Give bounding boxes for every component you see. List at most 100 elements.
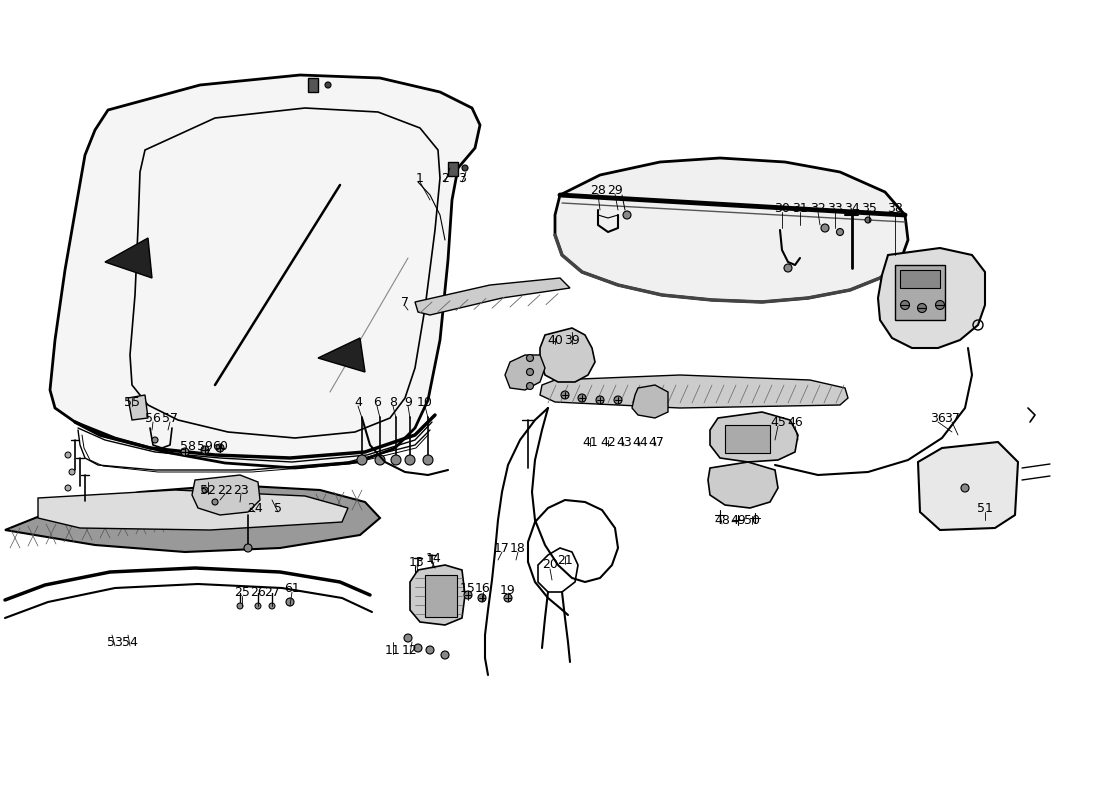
- Text: 36: 36: [931, 411, 946, 425]
- Polygon shape: [540, 375, 848, 408]
- Bar: [308, 78, 318, 92]
- Circle shape: [784, 264, 792, 272]
- Text: 55: 55: [124, 395, 140, 409]
- Text: 54: 54: [122, 635, 138, 649]
- Circle shape: [961, 484, 969, 492]
- Text: 4: 4: [354, 395, 362, 409]
- Text: 14: 14: [426, 551, 442, 565]
- Polygon shape: [128, 395, 148, 420]
- Text: 6: 6: [373, 395, 381, 409]
- Circle shape: [821, 224, 829, 232]
- Text: 19: 19: [500, 583, 516, 597]
- Polygon shape: [878, 248, 984, 348]
- Text: 7: 7: [402, 295, 409, 309]
- Text: 26: 26: [250, 586, 266, 598]
- Circle shape: [236, 603, 243, 609]
- Circle shape: [255, 603, 261, 609]
- Text: 3: 3: [458, 171, 466, 185]
- Circle shape: [596, 396, 604, 404]
- Circle shape: [865, 217, 871, 223]
- Circle shape: [270, 603, 275, 609]
- Polygon shape: [505, 355, 544, 390]
- Text: 2: 2: [441, 171, 449, 185]
- Text: 57: 57: [162, 411, 178, 425]
- Text: 43: 43: [616, 435, 631, 449]
- Circle shape: [152, 437, 158, 443]
- Bar: [448, 162, 458, 176]
- Text: 11: 11: [385, 643, 400, 657]
- Circle shape: [623, 211, 631, 219]
- Circle shape: [404, 634, 412, 642]
- Text: 24: 24: [248, 502, 263, 514]
- Circle shape: [441, 651, 449, 659]
- Text: 58: 58: [180, 441, 196, 454]
- Circle shape: [65, 452, 72, 458]
- Polygon shape: [415, 278, 570, 315]
- Circle shape: [836, 229, 844, 235]
- Circle shape: [212, 499, 218, 505]
- Circle shape: [216, 444, 224, 452]
- Text: 21: 21: [557, 554, 573, 566]
- Circle shape: [504, 594, 512, 602]
- Text: 30: 30: [774, 202, 790, 214]
- Text: 31: 31: [792, 202, 807, 214]
- Text: 42: 42: [601, 435, 616, 449]
- Text: 59: 59: [197, 441, 213, 454]
- Circle shape: [462, 165, 468, 171]
- Text: 41: 41: [582, 435, 598, 449]
- Polygon shape: [556, 158, 908, 302]
- Circle shape: [414, 644, 422, 652]
- Circle shape: [527, 369, 534, 375]
- Text: 40: 40: [547, 334, 563, 346]
- Circle shape: [375, 455, 385, 465]
- Circle shape: [464, 591, 472, 599]
- Text: 34: 34: [844, 202, 860, 214]
- Polygon shape: [918, 442, 1018, 530]
- Text: 23: 23: [233, 483, 249, 497]
- Circle shape: [578, 394, 586, 402]
- Circle shape: [69, 469, 75, 475]
- Text: 18: 18: [510, 542, 526, 554]
- Text: 38: 38: [887, 202, 903, 214]
- Circle shape: [65, 485, 72, 491]
- Circle shape: [426, 646, 434, 654]
- Text: 27: 27: [264, 586, 279, 598]
- Polygon shape: [50, 75, 480, 468]
- Circle shape: [614, 396, 622, 404]
- Polygon shape: [318, 338, 365, 372]
- Circle shape: [244, 544, 252, 552]
- Circle shape: [901, 301, 910, 310]
- Text: 61: 61: [284, 582, 300, 594]
- Text: 12: 12: [403, 643, 418, 657]
- Text: 37: 37: [944, 411, 960, 425]
- Circle shape: [561, 391, 569, 399]
- Circle shape: [527, 354, 534, 362]
- Circle shape: [202, 487, 208, 493]
- Polygon shape: [708, 462, 778, 508]
- Circle shape: [935, 301, 945, 310]
- Polygon shape: [6, 485, 379, 552]
- Text: 22: 22: [217, 483, 233, 497]
- Polygon shape: [540, 328, 595, 382]
- Circle shape: [286, 598, 294, 606]
- Text: 10: 10: [417, 395, 433, 409]
- Text: 9: 9: [404, 395, 411, 409]
- Text: 28: 28: [590, 183, 606, 197]
- Text: 29: 29: [607, 183, 623, 197]
- Text: 20: 20: [542, 558, 558, 571]
- Circle shape: [182, 448, 189, 456]
- Text: 52: 52: [200, 483, 216, 497]
- Circle shape: [478, 594, 486, 602]
- Polygon shape: [104, 238, 152, 278]
- Circle shape: [358, 455, 367, 465]
- Circle shape: [324, 82, 331, 88]
- Text: 8: 8: [389, 395, 397, 409]
- Text: 25: 25: [234, 586, 250, 598]
- Circle shape: [405, 455, 415, 465]
- Text: 49: 49: [730, 514, 746, 526]
- Text: 45: 45: [770, 415, 785, 429]
- Text: 50: 50: [744, 514, 760, 526]
- Text: 16: 16: [475, 582, 491, 594]
- Text: 5: 5: [274, 502, 282, 514]
- Text: 53: 53: [107, 635, 123, 649]
